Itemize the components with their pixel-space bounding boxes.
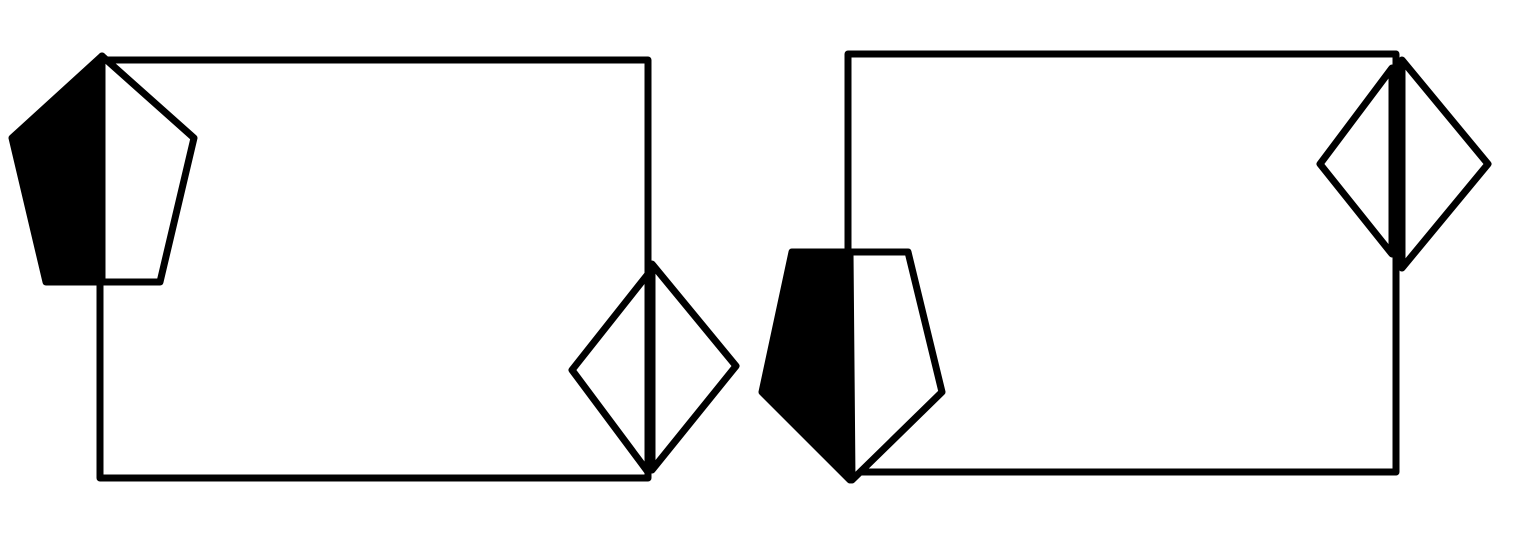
left-rectangle [96,56,652,482]
right-diamond-right-half [1398,56,1492,272]
left-pentagon-black-half [8,52,106,286]
right-pentagon-black-half [758,248,854,484]
left-figure [8,52,740,482]
left-diamond-left-half [568,270,652,476]
right-figure [758,50,1492,484]
right-rectangle [844,50,1400,476]
left-diamond-right-half [648,260,740,474]
right-pentagon-white-half [846,248,946,484]
left-pentagon-white-half [98,52,198,286]
right-diamond-left-half [1316,64,1396,258]
